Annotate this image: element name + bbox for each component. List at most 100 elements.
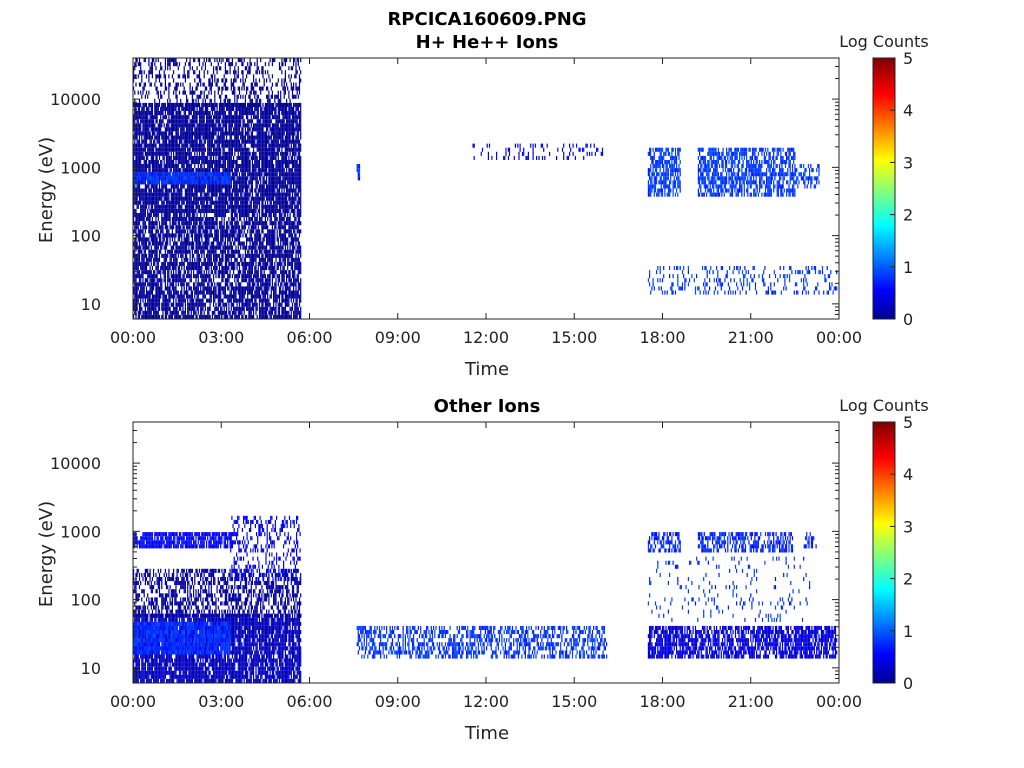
spectrogram-cell [178, 245, 181, 250]
spectrogram-cell [258, 253, 261, 258]
spectrogram-cell [236, 274, 238, 279]
spectrogram-cell [235, 249, 237, 254]
spectrogram-cell [178, 192, 181, 197]
spectrogram-cell [191, 314, 193, 319]
spectrogram-cell [134, 151, 136, 156]
spectrogram-cell [156, 160, 158, 165]
spectrogram-cell [197, 225, 199, 230]
spectrogram-cell [168, 233, 170, 238]
spectrogram-cell [224, 286, 226, 291]
spectrogram-cell [291, 266, 294, 271]
spectrogram-cell [286, 270, 288, 275]
spectrogram-cell [229, 155, 231, 160]
spectrogram-cell [288, 225, 290, 230]
spectrogram-cell [210, 208, 212, 213]
spectrogram-cell [200, 184, 202, 189]
spectrogram-cell [248, 217, 250, 222]
spectrogram-cell [216, 213, 218, 218]
spectrogram-cell [209, 115, 211, 120]
spectrogram-cell [282, 286, 284, 291]
spectrogram-cell [281, 237, 283, 242]
spectrogram-cell [167, 310, 169, 315]
spectrogram-cell [143, 135, 145, 140]
spectrogram-cell [190, 123, 192, 128]
spectrogram-cell [257, 286, 259, 291]
spectrogram-cell [140, 123, 142, 128]
spectrogram-cell [136, 286, 138, 291]
spectrogram-cell [182, 147, 184, 152]
spectrogram-cell [196, 237, 198, 242]
spectrogram-cell [187, 282, 189, 287]
spectrogram-cell [256, 229, 258, 234]
spectrogram-cell [300, 213, 302, 218]
spectrogram-cell [153, 155, 155, 160]
spectrogram-cell [187, 200, 189, 205]
spectrogram-cell [201, 184, 203, 189]
spectrogram-cell [268, 282, 270, 287]
spectrogram-cell [161, 196, 163, 201]
spectrogram-cell [210, 135, 212, 140]
spectrogram-cell [170, 160, 172, 165]
spectrogram-cell [134, 237, 136, 242]
spectrogram-cell [231, 225, 233, 230]
spectrogram-cell [227, 200, 229, 205]
spectrogram-cell [242, 294, 244, 299]
spectrogram-cell [202, 217, 204, 222]
spectrogram-cell [227, 266, 229, 271]
spectrogram-cell [273, 294, 275, 299]
spectrogram-cell [135, 290, 137, 295]
spectrogram-cell [273, 266, 275, 271]
spectrogram-cell [215, 217, 217, 222]
spectrogram-cell [170, 225, 172, 230]
spectrogram-cell [165, 221, 168, 226]
spectrogram-cell [231, 233, 233, 238]
spectrogram-cell [214, 168, 216, 173]
spectrogram-cell [143, 221, 145, 226]
spectrogram-cell [218, 119, 221, 124]
spectrogram-cell [162, 241, 164, 246]
spectrogram-cell [243, 192, 245, 197]
spectrogram-cell [253, 241, 255, 246]
spectrogram-cell [187, 164, 189, 169]
spectrogram-cell [240, 306, 242, 311]
spectrogram-cell [174, 257, 176, 262]
spectrogram-cell [289, 249, 291, 254]
spectrogram-cell [194, 213, 196, 218]
spectrogram-cell [134, 143, 136, 148]
spectrogram-cell [230, 155, 232, 160]
spectrogram-cell [156, 237, 158, 242]
spectrogram-cell [174, 233, 176, 238]
spectrogram-cell [280, 245, 282, 250]
spectrogram-cell [142, 147, 144, 152]
spectrogram-cell [136, 155, 138, 160]
spectrogram-cell [264, 221, 266, 226]
spectrogram-cell [137, 151, 139, 156]
spectrogram-cell [177, 294, 179, 299]
spectrogram-cell [140, 188, 142, 193]
spectrogram-cell [163, 294, 165, 299]
spectrogram-cell [233, 184, 235, 189]
spectrogram-cell [189, 131, 191, 136]
spectrogram-cell [155, 184, 157, 189]
spectrogram-cell [258, 257, 261, 262]
spectrogram-cell [206, 225, 208, 230]
spectrogram-cell [196, 188, 198, 193]
spectrogram-cell [162, 115, 164, 120]
spectrogram-cell [170, 119, 172, 124]
spectrogram-cell [290, 241, 292, 246]
spectrogram-cell [264, 302, 266, 307]
spectrogram-cell [198, 139, 201, 144]
spectrogram-cell [289, 306, 291, 311]
spectrogram-cell [267, 225, 269, 230]
spectrogram-cell [222, 155, 224, 160]
spectrogram-cell [235, 274, 237, 279]
spectrogram-cell [190, 208, 192, 213]
spectrogram-cell [141, 208, 143, 213]
spectrogram-cell [137, 229, 139, 234]
spectrogram-cell [194, 294, 196, 299]
spectrogram-cell [221, 249, 223, 254]
spectrogram-cell [241, 192, 243, 197]
spectrogram-cell [264, 249, 266, 254]
spectrogram-cell [183, 257, 185, 262]
spectrogram-cell [149, 253, 151, 258]
